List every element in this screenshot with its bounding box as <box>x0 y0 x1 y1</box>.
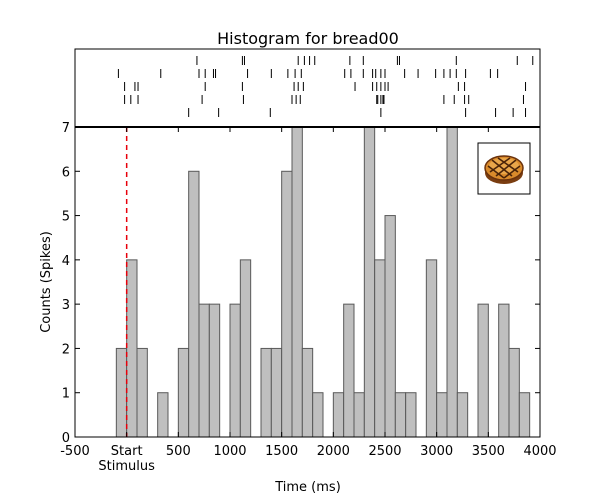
histogram-bar <box>239 259 252 438</box>
x-tick-sublabel: Stimulus <box>98 459 155 474</box>
bread-roll-icon <box>477 142 531 195</box>
histogram-bar <box>301 347 314 438</box>
histogram-bar <box>115 347 128 438</box>
raster-ticks <box>117 56 534 117</box>
histogram-bar <box>425 259 438 438</box>
histogram-bar <box>518 392 531 438</box>
histogram-bar <box>270 347 283 438</box>
y-tick-label: 2 <box>62 342 70 357</box>
histogram-bar <box>208 303 221 438</box>
histogram-bar <box>446 126 458 438</box>
histogram-bar <box>188 170 200 438</box>
histogram-bar <box>136 347 148 438</box>
histogram-bar <box>177 347 190 438</box>
y-tick-label: 0 <box>62 431 70 446</box>
histogram-bar <box>477 303 489 438</box>
x-tick-label: -500 <box>60 444 90 459</box>
histogram-bar <box>384 215 396 438</box>
x-axis-ticks: -500 Start 500 1000 1500 2000 2500 3000 3500 4000 <box>60 127 557 459</box>
histogram-bar <box>157 392 169 438</box>
histogram-bar <box>281 170 293 438</box>
histogram-bar <box>456 392 469 438</box>
y-tick-label: 4 <box>62 254 70 269</box>
histogram-bar <box>363 126 376 438</box>
x-tick-label: 2500 <box>368 444 401 459</box>
histogram-bar <box>260 347 272 438</box>
x-tick-label: 500 <box>166 444 191 459</box>
histogram-bar <box>436 392 448 438</box>
y-tick-label: 5 <box>62 210 70 225</box>
y-tick-label: 7 <box>62 121 70 136</box>
histogram-bar <box>126 259 138 438</box>
x-tick-label: 2000 <box>317 444 350 459</box>
x-tick-label: 3000 <box>420 444 453 459</box>
histogram-bar <box>312 392 324 438</box>
histogram-bar <box>498 303 510 438</box>
y-axis-label: Counts (Spikes) <box>39 231 54 333</box>
histogram-bar <box>332 392 345 438</box>
x-tick-label: Start <box>111 444 143 459</box>
x-tick-label: 1000 <box>213 444 246 459</box>
chart-title: Histogram for bread00 <box>217 29 399 48</box>
histogram-bar <box>291 126 303 438</box>
x-axis-label: Time (ms) <box>274 480 341 495</box>
histogram-bar <box>229 303 241 438</box>
y-tick-label: 6 <box>62 165 70 180</box>
histogram-bar <box>405 392 417 438</box>
histogram-bar <box>343 303 355 438</box>
histogram-bar <box>508 347 520 438</box>
histogram-bar <box>394 392 407 438</box>
histogram-bar <box>374 259 386 438</box>
y-axis-ticks: 0 1 2 3 4 5 6 7 <box>62 121 540 446</box>
x-tick-label: 3500 <box>472 444 505 459</box>
x-tick-label: 4000 <box>523 444 556 459</box>
histogram-bar <box>198 303 210 438</box>
y-tick-label: 1 <box>62 387 70 402</box>
histogram-bar <box>353 392 365 438</box>
x-tick-label: 1500 <box>265 444 298 459</box>
y-tick-label: 3 <box>62 298 70 313</box>
raster-panel <box>74 48 541 128</box>
histogram-bars <box>115 126 531 438</box>
